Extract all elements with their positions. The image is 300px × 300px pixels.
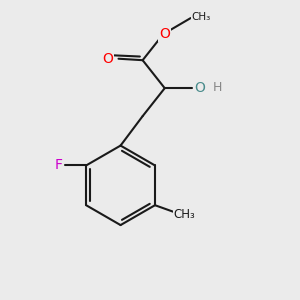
Text: O: O <box>195 81 206 95</box>
Text: O: O <box>102 52 113 66</box>
Text: CH₃: CH₃ <box>173 208 195 220</box>
Text: H: H <box>212 81 222 94</box>
Text: CH₃: CH₃ <box>191 13 211 22</box>
Text: O: O <box>159 27 170 41</box>
Text: F: F <box>54 158 62 172</box>
